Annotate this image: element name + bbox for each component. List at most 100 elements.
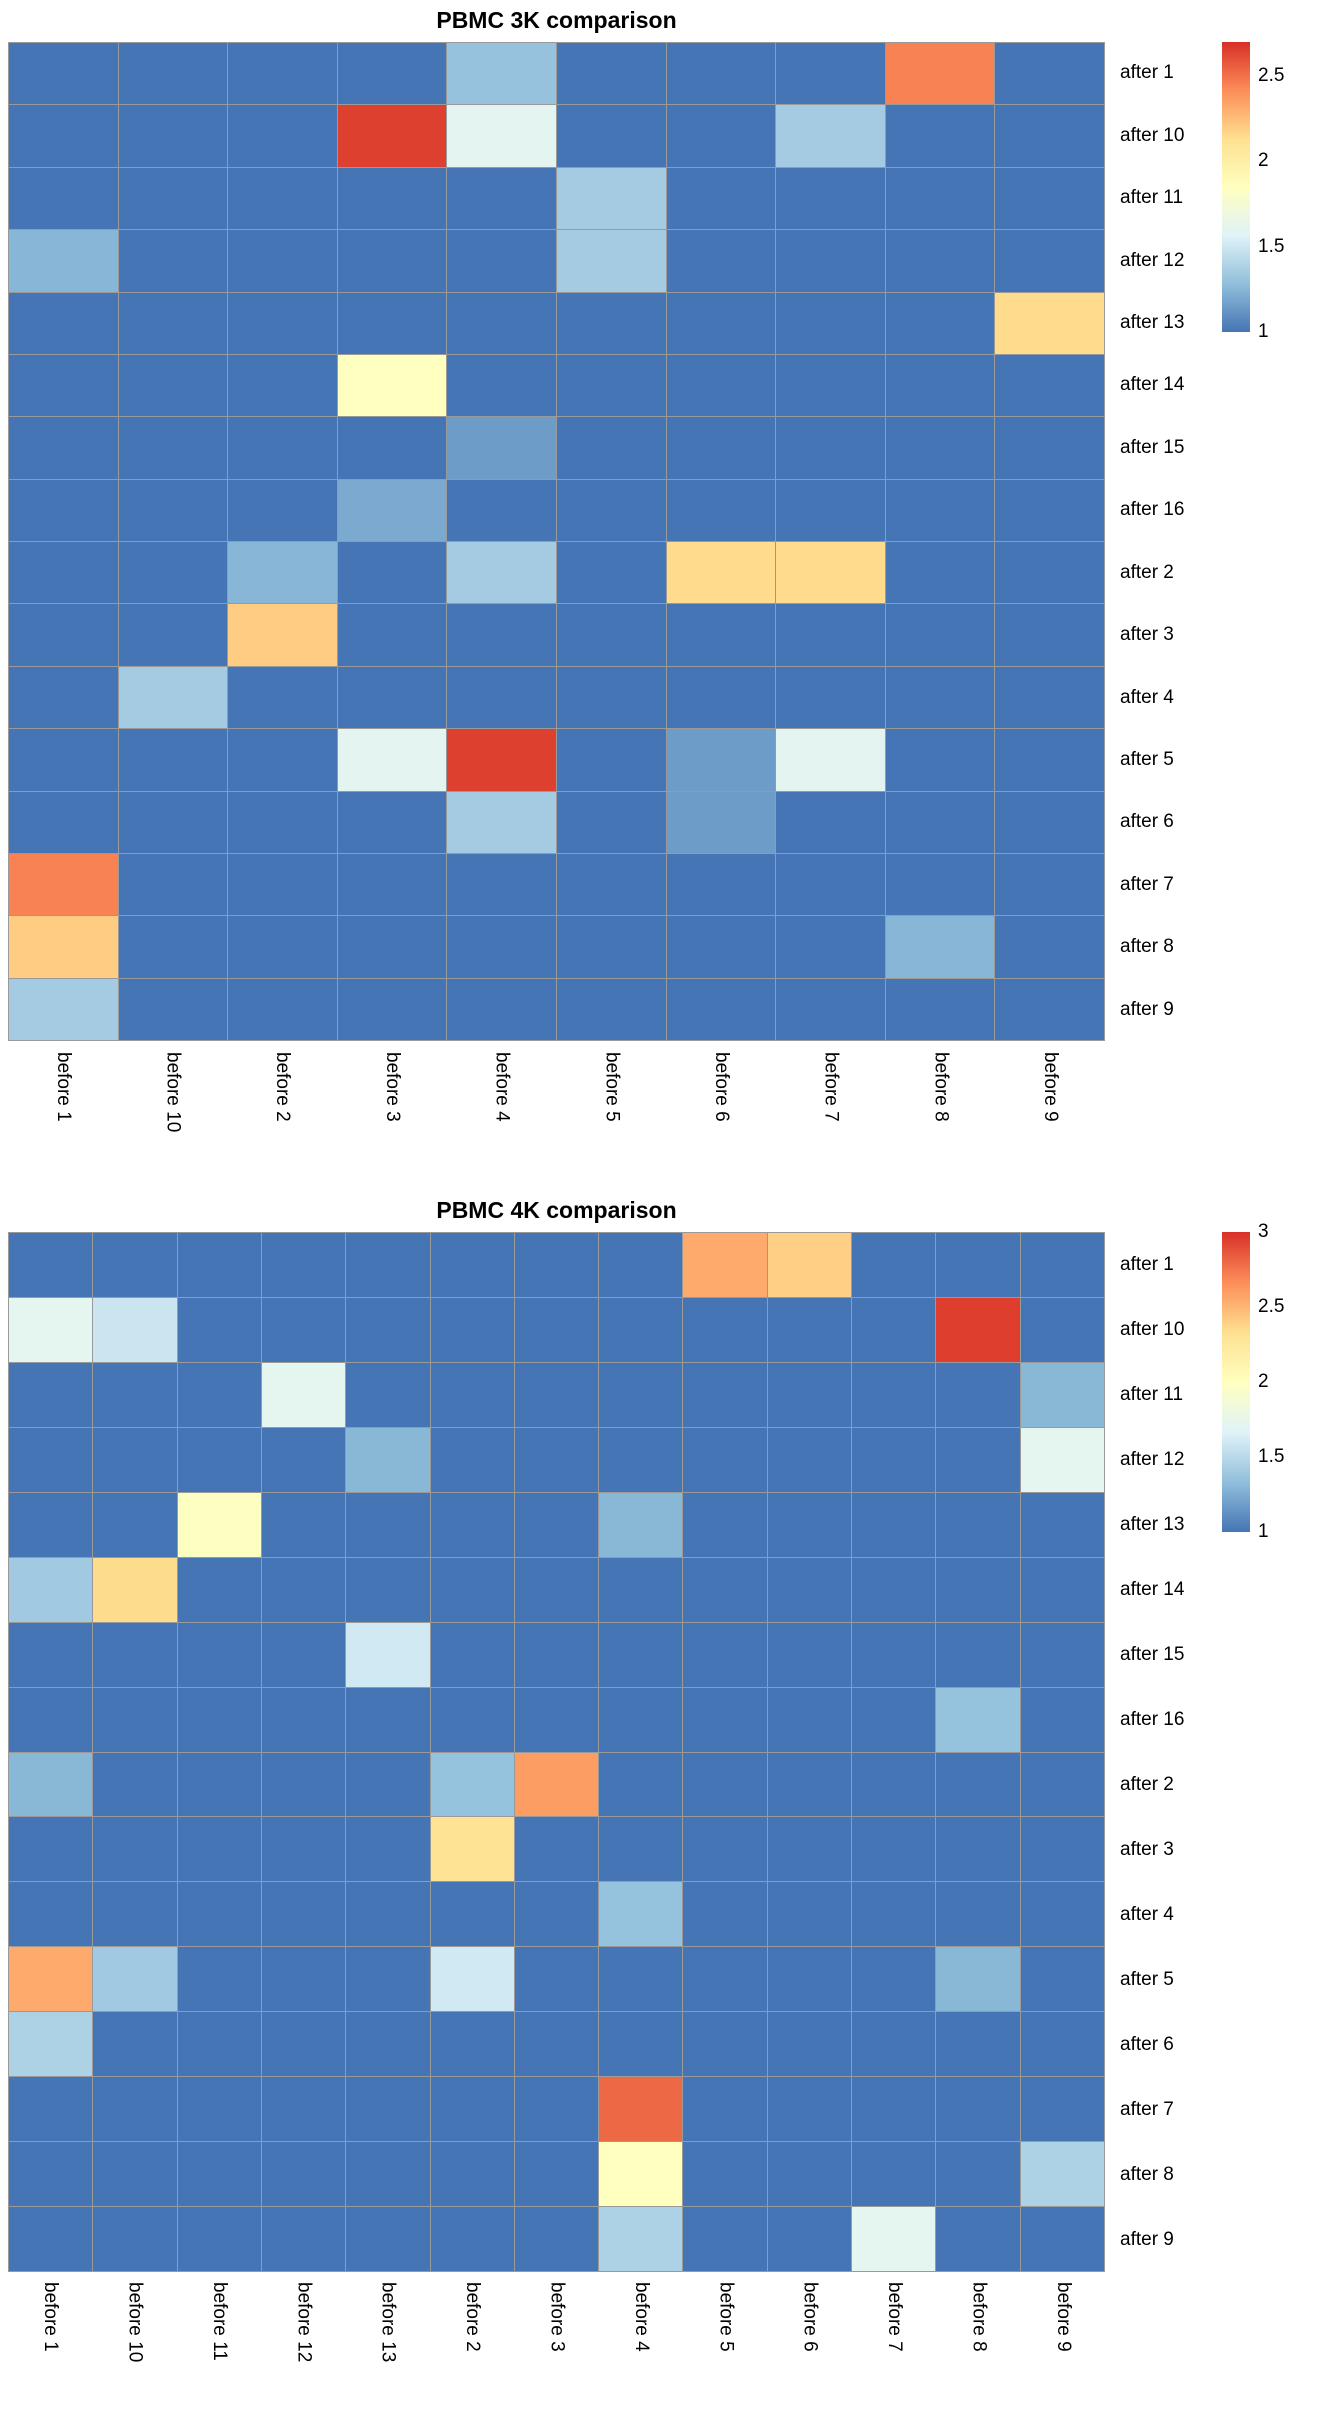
heatmap-cell [666,729,776,791]
heatmap-cell [228,479,337,541]
heatmap-cell [776,604,885,666]
row-label: after 4 [1120,1903,1174,1925]
heatmap-cell [118,479,228,541]
heatmap-cell [430,1817,514,1882]
heatmap-cell [346,1427,430,1492]
heatmap-cell [852,1752,936,1817]
heatmap-cell [430,1752,514,1817]
row-label: after 9 [1120,998,1174,1020]
heatmap-cell [9,2012,93,2077]
column-label-text: before 7 [820,1052,842,1122]
heatmap-cell [666,167,776,230]
heatmap-cell [228,417,337,479]
heatmap-cell [447,791,556,853]
column-label-text: before 5 [601,1052,623,1122]
heatmap-cell [93,1297,177,1362]
heatmap-cell [346,1297,430,1362]
heatmap-cell [447,292,556,354]
row-labels-pbmc-3k: after 1 after 10 after 11 after 12 after 13 a… [1114,42,1264,1041]
heatmap-cell [599,1233,683,1297]
row-label: after 16 [1120,499,1185,521]
heatmap-cell [936,1752,1020,1817]
heatmap-cell [346,1492,430,1557]
heatmap-cell [177,2207,261,2271]
heatmap-cell [514,1492,599,1557]
column-label-text: before 9 [1052,2282,1074,2352]
heatmap-cell [666,417,776,479]
heatmap-cell [118,791,228,853]
heatmap-cell [228,292,337,354]
heatmap-cell [995,479,1104,541]
heatmap-cell [261,1492,346,1557]
heatmap-cell [9,729,118,791]
heatmap-cell [261,2142,346,2207]
heatmap-cell [936,2012,1020,2077]
column-label: before 6 [767,2277,851,2419]
heatmap-cell [430,1297,514,1362]
column-label: before 7 [776,1047,886,1190]
heatmap-cell [337,230,447,292]
column-label-text: before 2 [462,2282,484,2352]
heatmap-cell [995,916,1104,978]
heatmap-cell [767,2142,852,2207]
heatmap-cell [936,1947,1020,2012]
heatmap-cell [666,105,776,167]
heatmap-cell [776,978,885,1040]
heatmap-cell [885,43,995,105]
heatmap-cell [995,666,1104,729]
heatmap-cell [995,542,1104,604]
heatmap-cell [556,791,666,853]
column-label: before 11 [177,2277,261,2419]
heatmap-cell [430,1233,514,1297]
heatmap-cell [683,1427,767,1492]
heatmap-cell [1020,1687,1104,1752]
heatmap-cell [447,978,556,1040]
column-label-text: before 3 [381,1052,403,1122]
column-label-text: before 8 [968,2282,990,2352]
heatmap-cell [666,604,776,666]
row-labels-pbmc-4k: after 1 after 10 after 11 after 12 after 13 a… [1114,1232,1264,2272]
heatmap-cell [118,105,228,167]
heatmap-cell [936,1687,1020,1752]
row-label: after 5 [1120,749,1174,771]
heatmap-cell [852,2142,936,2207]
heatmap-cell [936,2077,1020,2142]
column-label: before 10 [118,1047,228,1190]
heatmap-cell [177,2012,261,2077]
heatmap-cell [9,417,118,479]
heatmap-cell [599,2207,683,2271]
heatmap-cell [9,1947,93,2012]
heatmap-cell [767,1427,852,1492]
heatmap-cell [556,729,666,791]
column-label: before 8 [886,1047,996,1190]
row-label: after 6 [1120,2033,1174,2055]
heatmap-cell [430,1947,514,2012]
heatmap-cell [776,43,885,105]
heatmap-cell [337,916,447,978]
heatmap-cell [995,729,1104,791]
colorbar-pbmc-4k [1222,1232,1250,1532]
heatmap-cell [852,1687,936,1752]
heatmap-cell [337,105,447,167]
colorbar-tick-label: 2.5 [1258,65,1285,87]
heatmap-cell [514,1622,599,1687]
heatmap-cell [936,1427,1020,1492]
heatmap-cell [177,1947,261,2012]
heatmap-cell [447,230,556,292]
column-label: before 13 [346,2277,430,2419]
heatmap-cell [118,978,228,1040]
column-label: before 7 [852,2277,936,2419]
row-label: after 16 [1120,1708,1185,1730]
heatmap-cell [228,666,337,729]
heatmap-cell [852,1947,936,2012]
heatmap-cell [337,43,447,105]
heatmap-cell [9,230,118,292]
heatmap-cell [683,1492,767,1557]
heatmap-cell [9,978,118,1040]
heatmap-cell [9,292,118,354]
heatmap-cell [1020,2207,1104,2271]
colorbar-tick-label: 2 [1258,150,1269,172]
heatmap-cell [430,1492,514,1557]
heatmap-cell [683,2207,767,2271]
heatmap-cell [228,978,337,1040]
